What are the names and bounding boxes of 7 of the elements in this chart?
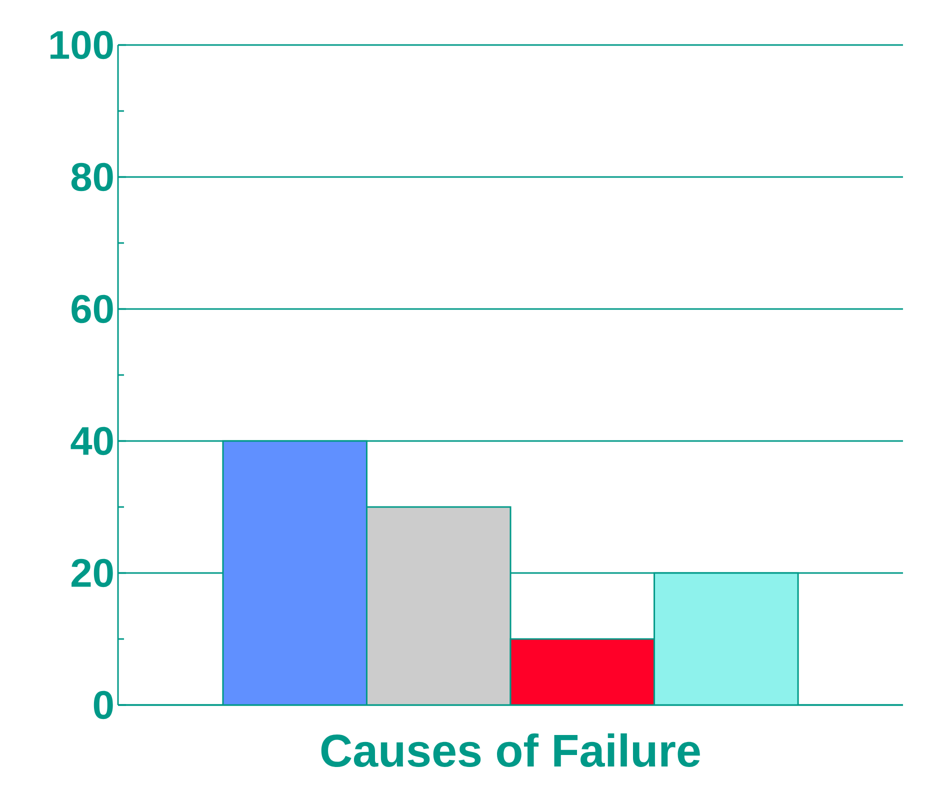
y-tick-label: 0 <box>94 690 113 720</box>
y-tick-label: 20 <box>72 558 113 588</box>
x-axis-title: Causes of Failure <box>321 733 700 768</box>
y-tick-label: 40 <box>70 426 113 456</box>
y-tick-label: 60 <box>72 294 113 324</box>
y-tick-label: 80 <box>71 162 113 192</box>
y-tick-label: 100 <box>50 30 113 60</box>
